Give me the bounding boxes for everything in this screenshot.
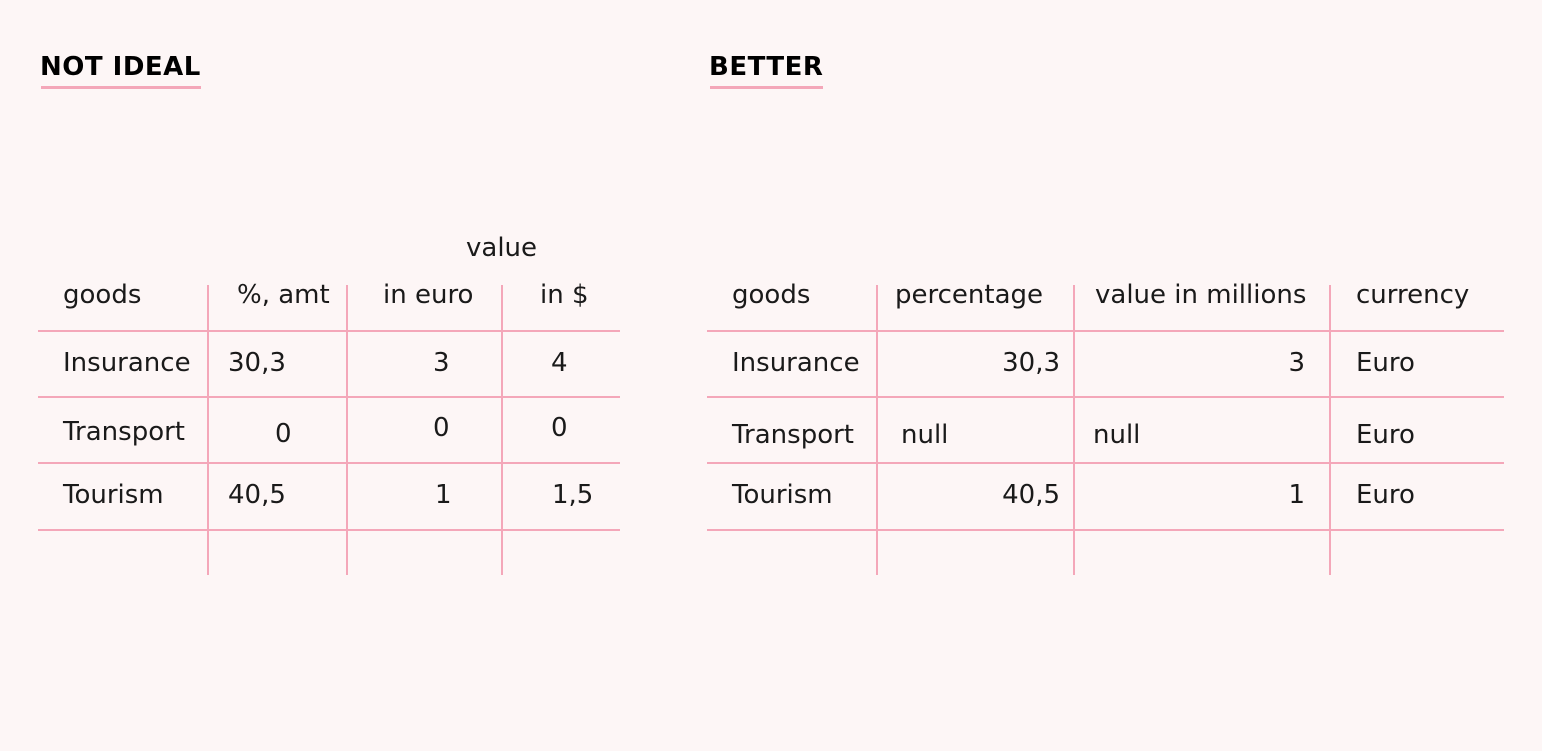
- cell-goods: Insurance: [732, 348, 860, 378]
- not-ideal-heading: NOT IDEAL: [40, 52, 201, 89]
- cell-value: null: [1093, 420, 1141, 450]
- cell-goods: Tourism: [63, 480, 164, 510]
- table-rule: [38, 330, 620, 332]
- cell-percentage: null: [901, 420, 949, 450]
- column-rule: [1073, 285, 1075, 575]
- cell-percentage: 40,5: [1002, 480, 1060, 510]
- cell-goods: Insurance: [63, 348, 191, 378]
- cell-currency: Euro: [1356, 420, 1415, 450]
- table-rule: [707, 462, 1504, 464]
- header-percent-amt: %, amt: [237, 280, 330, 310]
- cell-currency: Euro: [1356, 480, 1415, 510]
- table-rule: [38, 462, 620, 464]
- cell-percent: 40,5: [228, 480, 286, 510]
- header-goods: goods: [63, 280, 142, 310]
- table-rule: [707, 396, 1504, 398]
- header-percentage: percentage: [895, 280, 1044, 310]
- column-rule: [207, 285, 209, 575]
- header-value-in-millions: value in millions: [1095, 280, 1307, 310]
- header-currency: currency: [1356, 280, 1470, 310]
- cell-goods: Transport: [63, 417, 186, 447]
- column-rule: [1329, 285, 1331, 575]
- table-rule: [707, 529, 1504, 531]
- column-rule: [876, 285, 878, 575]
- column-rule: [501, 285, 503, 575]
- better-heading: BETTER: [709, 52, 824, 89]
- table-rule: [38, 396, 620, 398]
- cell-percent: 30,3: [228, 348, 286, 378]
- better-underline: [710, 86, 824, 89]
- header-in-euro: in euro: [383, 280, 474, 310]
- table-rule: [38, 529, 620, 531]
- cell-percentage: 30,3: [1002, 348, 1060, 378]
- cell-value: 1: [1288, 480, 1305, 510]
- cell-percent: 0: [275, 419, 292, 449]
- header-in-dollar: in $: [540, 280, 589, 310]
- cell-goods: Transport: [732, 420, 855, 450]
- better-title: BETTER: [709, 52, 824, 82]
- group-header-value: value: [466, 233, 538, 263]
- cell-euro: 3: [433, 348, 450, 378]
- header-goods: goods: [732, 280, 811, 310]
- cell-goods: Tourism: [732, 480, 833, 510]
- cell-dollar: 4: [551, 348, 568, 378]
- cell-dollar: 0: [551, 413, 568, 443]
- cell-euro: 0: [433, 413, 450, 443]
- column-rule: [346, 285, 348, 575]
- cell-dollar: 1,5: [552, 480, 594, 510]
- table-rule: [707, 330, 1504, 332]
- cell-currency: Euro: [1356, 348, 1415, 378]
- not-ideal-title: NOT IDEAL: [40, 52, 201, 82]
- not-ideal-underline: [41, 86, 201, 89]
- cell-value: 3: [1288, 348, 1305, 378]
- cell-euro: 1: [435, 480, 452, 510]
